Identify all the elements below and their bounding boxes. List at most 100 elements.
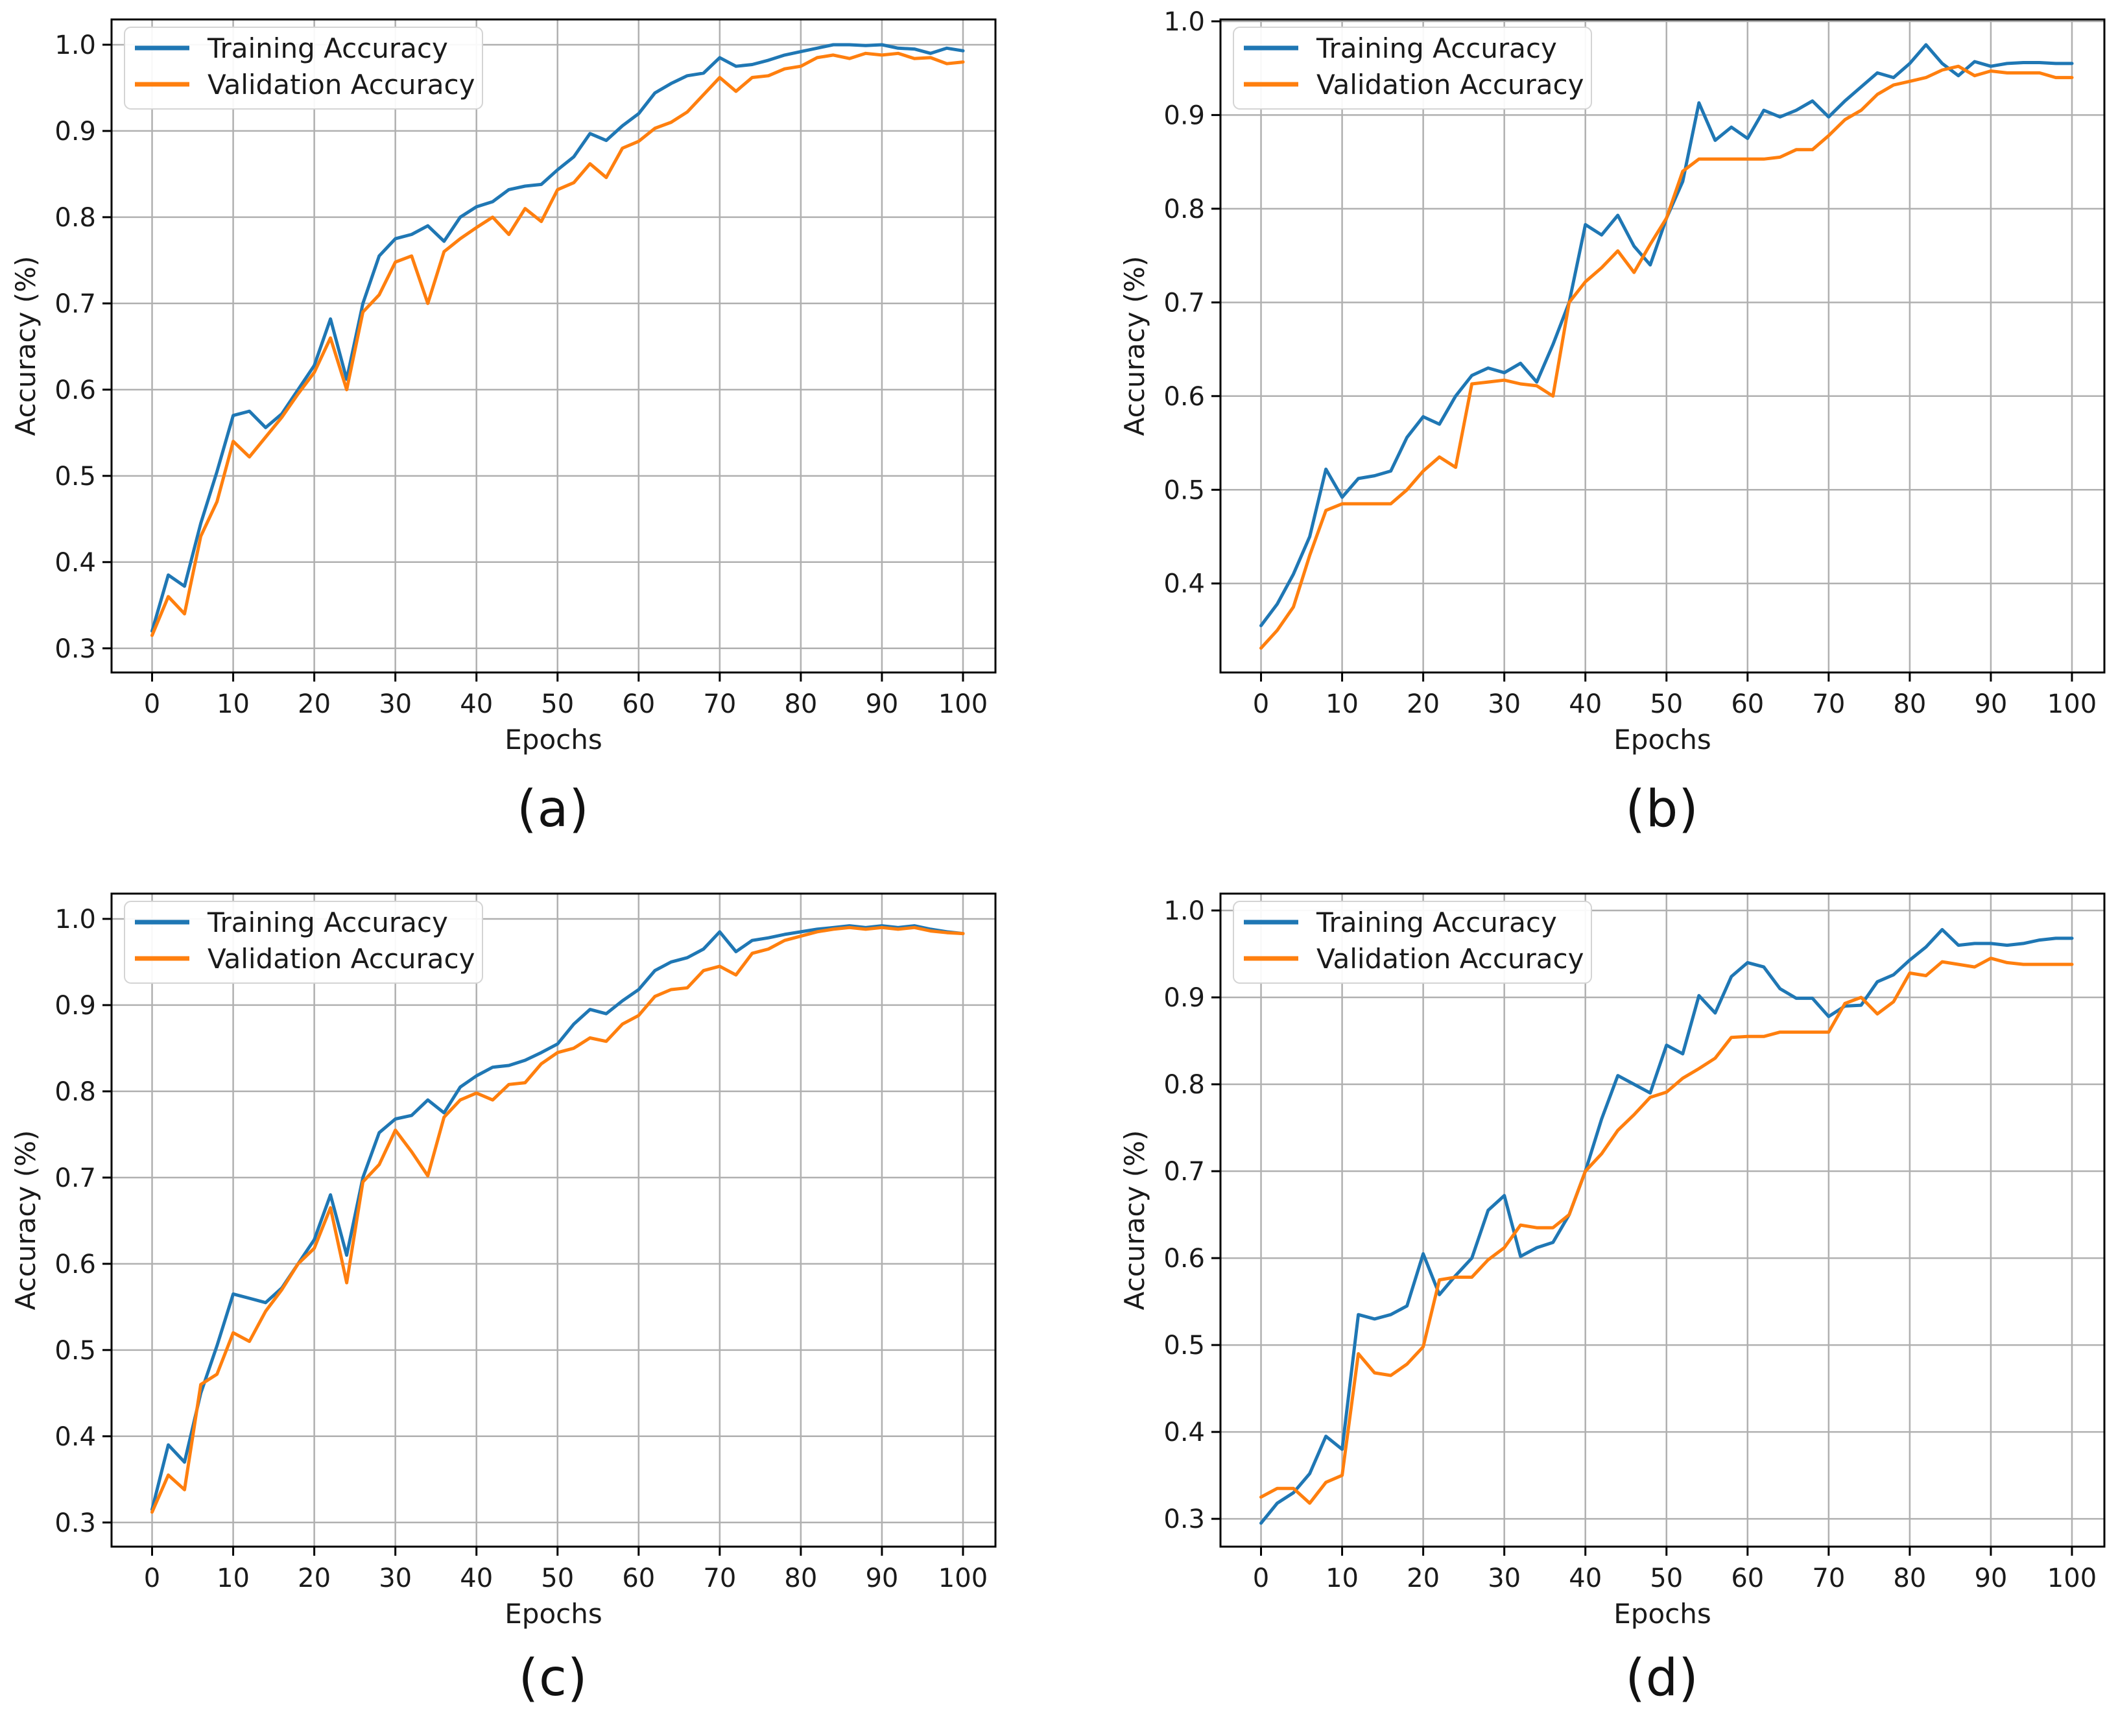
tick-labels-d: 0 10 20 30 40 50 60 70 80 90 100 0.3 0.4 0.5 0.6 0.7 0.8…: [1163, 896, 2097, 1593]
y-tick-label: 1.0: [1163, 896, 1205, 926]
x-tick-label: 100: [2047, 689, 2097, 719]
y-tick-label: 0.8: [1163, 195, 1205, 224]
x-tick-label: 100: [2047, 1564, 2097, 1593]
x-tick-label: 30: [379, 1564, 412, 1593]
x-tick-label: 20: [298, 689, 331, 719]
legend-d: Training Accuracy Validation Accuracy: [1233, 901, 1592, 984]
x-tick-label: 70: [703, 1564, 736, 1593]
caption-d: (d): [1625, 1649, 1699, 1707]
x-tick-label: 10: [1326, 1564, 1359, 1593]
tick-labels-c: 0 10 20 30 40 50 60 70 80 90 100 0.3 0.4 0.5 0.6 0.7 0.8…: [54, 905, 988, 1593]
legend-label-training: Training Accuracy: [1316, 907, 1557, 938]
x-tick-label: 0: [1253, 1564, 1269, 1593]
x-tick-label: 80: [784, 689, 817, 719]
caption-b: (b): [1625, 780, 1699, 838]
x-tick-label: 100: [938, 689, 988, 719]
legend-label-training: Training Accuracy: [1316, 32, 1557, 64]
x-tick-label: 60: [1731, 689, 1764, 719]
x-tick-label: 20: [298, 1564, 331, 1593]
y-tick-label: 1.0: [54, 905, 96, 934]
legend-c: Training Accuracy Validation Accuracy: [124, 901, 483, 984]
grid-c: [112, 894, 995, 1547]
subplot-c: 0 10 20 30 40 50 60 70 80 90 100 0.3 0.4 0.5 0.6 0.7 0.8…: [10, 892, 997, 1630]
y-tick-label: 0.9: [54, 991, 96, 1021]
x-tick-label: 60: [622, 689, 655, 719]
x-tick-label: 90: [1974, 689, 2007, 719]
x-tick-label: 60: [1731, 1564, 1764, 1593]
grid-a: [112, 19, 995, 672]
y-tick-label: 0.5: [1163, 475, 1205, 505]
y-tick-label: 0.9: [1163, 101, 1205, 130]
legend-label-validation: Validation Accuracy: [208, 69, 475, 101]
tick-labels-b: 0 10 20 30 40 50 60 70 80 90 100 0.4 0.5 0.6 0.7 0.8 0.9…: [1163, 7, 2097, 719]
x-tick-label: 30: [1488, 1564, 1521, 1593]
y-tick-label: 0.7: [1163, 1157, 1205, 1187]
y-axis-label-c: Accuracy (%): [10, 1130, 42, 1311]
y-tick-label: 0.4: [54, 548, 96, 578]
validation-accuracy-line-d: [1259, 957, 2074, 1505]
axes-frame-a: [110, 18, 997, 674]
y-tick-label: 0.7: [1163, 288, 1205, 318]
ticks-c: [102, 918, 964, 1556]
x-tick-label: 20: [1407, 689, 1440, 719]
legend-b: Training Accuracy Validation Accuracy: [1233, 27, 1592, 110]
ticks-a: [102, 43, 964, 682]
legend-box: [1233, 27, 1592, 110]
y-tick-label: 0.6: [54, 1250, 96, 1279]
x-tick-label: 40: [460, 689, 493, 719]
y-tick-label: 1.0: [54, 30, 96, 60]
legend-box: [124, 901, 483, 984]
legend-a: Training Accuracy Validation Accuracy: [124, 27, 483, 110]
y-tick-label: 0.7: [54, 1163, 96, 1193]
x-tick-label: 90: [865, 1564, 898, 1593]
y-tick-label: 0.3: [54, 634, 96, 664]
x-tick-label: 0: [144, 1564, 160, 1593]
validation-accuracy-line-a: [150, 51, 965, 637]
x-tick-label: 60: [622, 1564, 655, 1593]
legend-label-validation: Validation Accuracy: [1316, 943, 1584, 975]
x-tick-label: 70: [703, 689, 736, 719]
y-tick-label: 0.4: [1163, 1418, 1205, 1447]
legend-label-validation: Validation Accuracy: [208, 943, 475, 975]
x-tick-label: 50: [541, 689, 574, 719]
grid-d: [1220, 894, 2104, 1547]
x-tick-label: 0: [144, 689, 160, 719]
training-accuracy-line-d: [1259, 928, 2074, 1525]
x-tick-label: 10: [1326, 689, 1359, 719]
validation-accuracy-line-b: [1259, 64, 2074, 650]
y-axis-label-b: Accuracy (%): [1119, 256, 1150, 436]
y-tick-label: 0.6: [1163, 1244, 1205, 1274]
y-tick-label: 0.7: [54, 289, 96, 319]
y-tick-label: 0.5: [54, 462, 96, 492]
legend-label-training: Training Accuracy: [207, 907, 448, 938]
x-tick-label: 40: [460, 1564, 493, 1593]
y-tick-label: 0.6: [54, 375, 96, 405]
x-tick-label: 0: [1253, 689, 1269, 719]
x-axis-label-a: Epochs: [505, 724, 602, 755]
x-tick-label: 50: [1650, 689, 1683, 719]
y-tick-label: 1.0: [1163, 7, 1205, 37]
x-tick-label: 30: [1488, 689, 1521, 719]
subplot-a: 0 10 20 30 40 50 60 70 80 90 100 0.3 0.4 0.5 0.6 0.7 0.8…: [10, 18, 997, 755]
y-tick-label: 0.4: [54, 1422, 96, 1452]
y-tick-label: 0.8: [1163, 1070, 1205, 1100]
x-axis-label-d: Epochs: [1613, 1598, 1711, 1630]
training-accuracy-line-a: [150, 43, 965, 633]
x-tick-label: 50: [1650, 1564, 1683, 1593]
y-tick-label: 0.8: [54, 1077, 96, 1107]
x-tick-label: 30: [379, 689, 412, 719]
ticks-b: [1211, 20, 2073, 682]
legend-label-training: Training Accuracy: [207, 32, 448, 64]
x-tick-label: 80: [1893, 689, 1926, 719]
y-tick-label: 0.6: [1163, 382, 1205, 412]
legend-box: [1233, 901, 1592, 984]
caption-c: (c): [518, 1649, 588, 1707]
y-tick-label: 0.5: [54, 1336, 96, 1366]
x-tick-label: 70: [1812, 689, 1845, 719]
x-tick-label: 40: [1569, 1564, 1602, 1593]
tick-labels-a: 0 10 20 30 40 50 60 70 80 90 100 0.3 0.4 0.5 0.6 0.7 0.8…: [54, 30, 988, 719]
caption-a: (a): [517, 780, 589, 838]
y-tick-label: 0.9: [1163, 983, 1205, 1013]
